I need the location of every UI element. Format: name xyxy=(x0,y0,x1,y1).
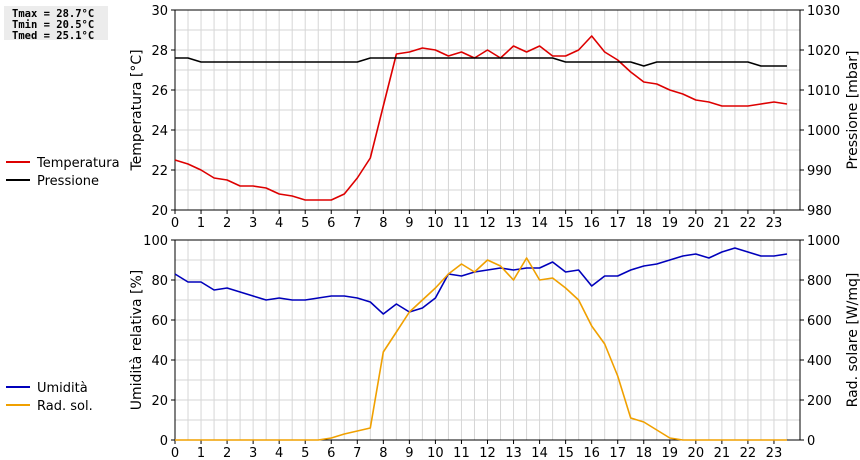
y-left-tick-label: 20 xyxy=(151,204,168,219)
x-tick-label: 6 xyxy=(327,446,335,460)
x-tick-label: 8 xyxy=(379,446,387,460)
x-tick-label: 17 xyxy=(609,446,626,460)
y-left-tick-label: 20 xyxy=(151,394,168,409)
y-right-tick-label: 1000 xyxy=(807,124,840,139)
legend-label: Pressione xyxy=(37,174,99,189)
x-tick-label: 0 xyxy=(171,216,179,231)
y-right-tick-label: 1000 xyxy=(807,234,840,249)
x-tick-label: 21 xyxy=(714,446,731,460)
x-tick-label: 2 xyxy=(223,216,231,231)
y-left-tick-label: 80 xyxy=(151,274,168,289)
x-tick-label: 23 xyxy=(766,216,783,231)
x-tick-label: 5 xyxy=(301,446,309,460)
y-left-tick-label: 22 xyxy=(151,164,168,179)
x-tick-label: 21 xyxy=(714,216,731,231)
y-right-tick-label: 1010 xyxy=(807,84,840,99)
x-tick-label: 0 xyxy=(171,446,179,460)
x-tick-label: 16 xyxy=(583,216,600,231)
y-right-axis-title: Rad. solare [W/mq] xyxy=(845,273,860,408)
x-tick-label: 18 xyxy=(635,446,652,460)
y-right-tick-label: 600 xyxy=(807,314,832,329)
y-left-tick-label: 60 xyxy=(151,314,168,329)
y-right-tick-label: 980 xyxy=(807,204,832,219)
y-right-tick-label: 400 xyxy=(807,354,832,369)
x-tick-label: 22 xyxy=(740,216,757,231)
x-tick-label: 16 xyxy=(583,446,600,460)
y-right-tick-label: 200 xyxy=(807,394,832,409)
x-tick-label: 19 xyxy=(662,216,679,231)
x-tick-label: 20 xyxy=(688,216,705,231)
series-line-pressione xyxy=(175,57,787,67)
y-right-axis-title: Pressione [mbar] xyxy=(845,50,860,169)
x-tick-label: 15 xyxy=(557,216,574,231)
y-left-tick-label: 30 xyxy=(151,4,168,19)
y-left-tick-label: 100 xyxy=(143,234,168,249)
y-left-tick-label: 24 xyxy=(151,124,168,139)
y-right-tick-label: 990 xyxy=(807,164,832,179)
x-tick-label: 1 xyxy=(197,446,205,460)
x-tick-label: 13 xyxy=(505,216,522,231)
series-line-umidita xyxy=(174,247,788,315)
x-tick-label: 18 xyxy=(635,216,652,231)
x-tick-label: 12 xyxy=(479,216,496,231)
x-tick-label: 10 xyxy=(427,446,444,460)
tmax-text: Tmax = 28.7°C xyxy=(12,8,95,20)
x-tick-label: 2 xyxy=(223,446,231,460)
x-tick-label: 20 xyxy=(688,446,705,460)
x-tick-label: 15 xyxy=(557,446,574,460)
x-tick-label: 14 xyxy=(531,216,548,231)
x-tick-label: 4 xyxy=(275,216,283,231)
y-left-axis-title: Umidità relativa [%] xyxy=(129,270,145,411)
series-line-rad-sol xyxy=(175,257,787,441)
legend-label: Umidità xyxy=(37,381,88,396)
tmed-text: Tmed = 25.1°C xyxy=(12,30,95,42)
x-tick-label: 5 xyxy=(301,216,309,231)
x-tick-label: 7 xyxy=(353,216,361,231)
y-right-tick-label: 0 xyxy=(807,434,815,449)
x-tick-label: 9 xyxy=(405,446,413,460)
x-tick-label: 9 xyxy=(405,216,413,231)
x-tick-label: 1 xyxy=(197,216,205,231)
y-right-tick-label: 800 xyxy=(807,274,832,289)
y-left-tick-label: 28 xyxy=(151,44,168,59)
y-left-tick-label: 0 xyxy=(160,434,168,449)
y-left-axis-title: Temperatura [°C] xyxy=(129,49,145,171)
y-right-tick-label: 1020 xyxy=(807,44,840,59)
legend-label: Temperatura xyxy=(36,156,120,171)
legend-label: Rad. sol. xyxy=(37,399,93,414)
x-tick-label: 11 xyxy=(453,446,470,460)
x-tick-label: 8 xyxy=(379,216,387,231)
x-tick-label: 10 xyxy=(427,216,444,231)
y-right-tick-label: 1030 xyxy=(807,4,840,19)
x-tick-label: 23 xyxy=(766,446,783,460)
x-tick-label: 11 xyxy=(453,216,470,231)
x-tick-label: 4 xyxy=(275,446,283,460)
x-tick-label: 3 xyxy=(249,216,257,231)
x-tick-label: 12 xyxy=(479,446,496,460)
x-tick-label: 14 xyxy=(531,446,548,460)
y-left-tick-label: 26 xyxy=(151,84,168,99)
x-tick-label: 17 xyxy=(609,216,626,231)
x-tick-label: 22 xyxy=(740,446,757,460)
x-tick-label: 7 xyxy=(353,446,361,460)
y-left-tick-label: 40 xyxy=(151,354,168,369)
x-tick-label: 13 xyxy=(505,446,522,460)
series-line-temperatura xyxy=(174,35,788,201)
tmin-text: Tmin = 20.5°C xyxy=(12,19,95,31)
x-tick-label: 19 xyxy=(662,446,679,460)
x-tick-label: 6 xyxy=(327,216,335,231)
x-tick-label: 3 xyxy=(249,446,257,460)
stats-box: Tmax = 28.7°C Tmin = 20.5°C Tmed = 25.1°… xyxy=(4,6,108,42)
